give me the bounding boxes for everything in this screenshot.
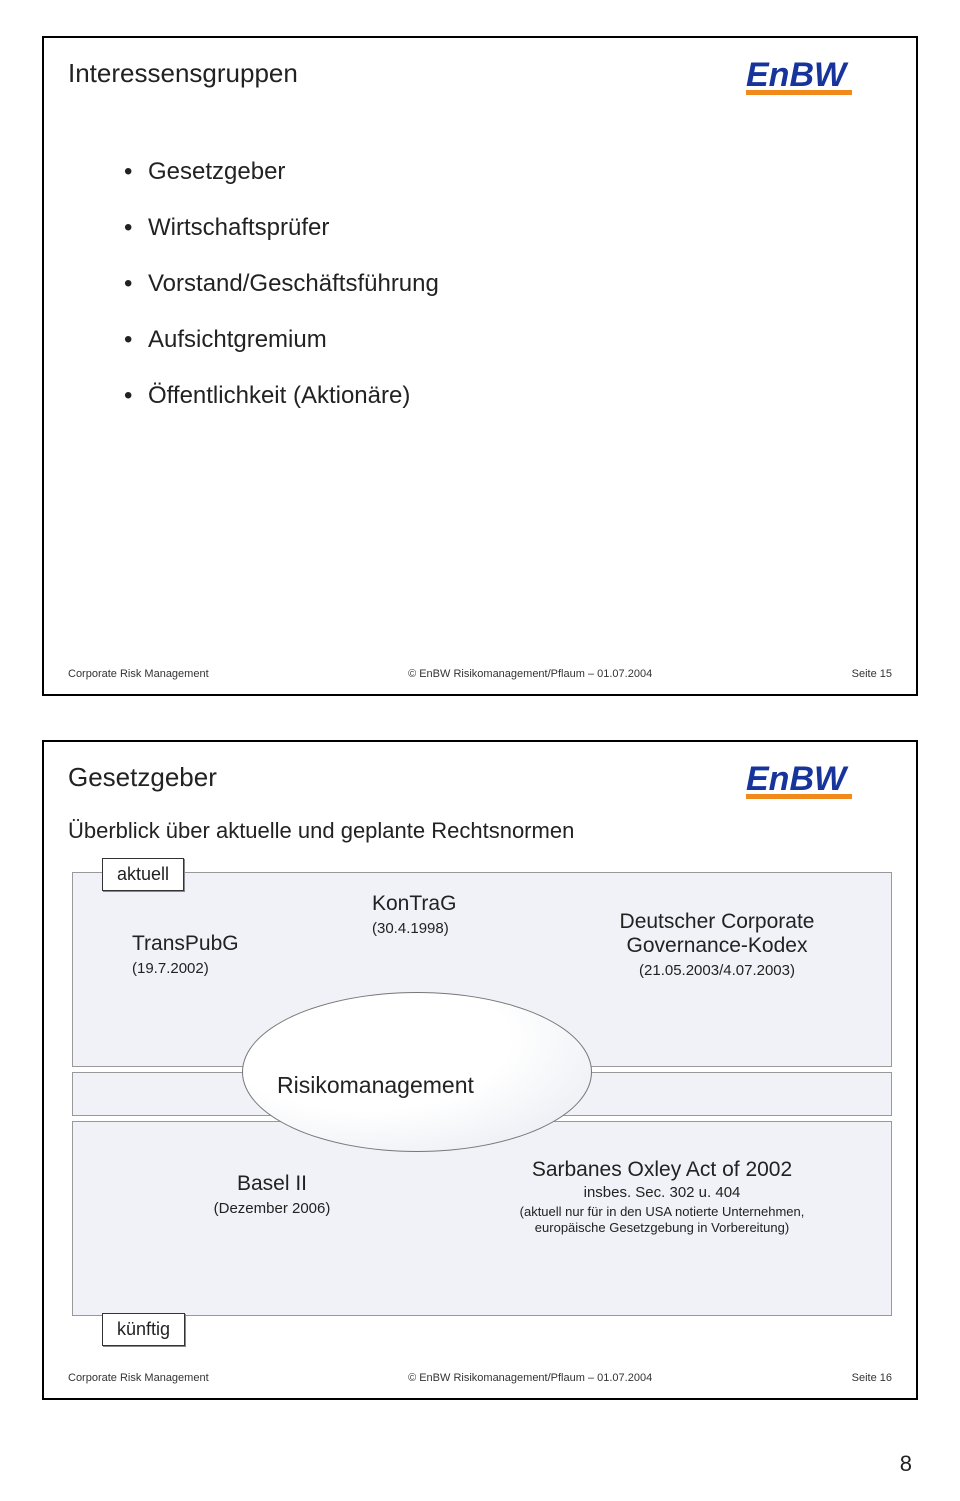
item-date: (19.7.2002) [132,960,312,977]
bullet-item: Aufsichtgremium [124,326,439,354]
slide-footer: Corporate Risk Management © EnBW Risikom… [68,1372,892,1384]
slide-title: Interessensgruppen [68,58,298,89]
bullet-list: Gesetzgeber Wirtschaftsprüfer Vorstand/G… [124,158,439,438]
item-kontrag: KonTraG (30.4.1998) [372,892,532,937]
item-date: (Dezember 2006) [162,1200,382,1217]
item-detail: insbes. Sec. 302 u. 404 [502,1184,822,1201]
page-number: 8 [900,1451,912,1477]
item-name: TransPubG [132,932,312,956]
oval-label: Risikomanagement [277,1072,474,1099]
item-name: Basel II [162,1172,382,1196]
footer-left: Corporate Risk Management [68,1372,209,1384]
slide-1: Interessensgruppen EnBW Gesetzgeber Wirt… [42,36,918,696]
item-name: KonTraG [372,892,532,916]
footer-center: © EnBW Risikomanagement/Pflaum – 01.07.2… [408,668,652,680]
enbw-logo: EnBW [746,56,886,96]
item-name: Sarbanes Oxley Act of 2002 [502,1158,822,1182]
item-sox: Sarbanes Oxley Act of 2002 insbes. Sec. … [502,1158,822,1237]
slide-title: Gesetzgeber [68,762,217,793]
bullet-item: Öffentlichkeit (Aktionäre) [124,382,439,410]
slide-2: Gesetzgeber EnBW Überblick über aktuelle… [42,740,918,1400]
enbw-logo: EnBW [746,760,886,800]
svg-text:EnBW: EnBW [746,760,849,798]
bullet-item: Vorstand/Geschäftsführung [124,270,439,298]
item-note: (aktuell nur für in den USA notierte Unt… [502,1204,822,1237]
svg-text:EnBW: EnBW [746,56,849,94]
footer-left: Corporate Risk Management [68,668,209,680]
footer-right: Seite 15 [852,668,892,680]
bullet-item: Wirtschaftsprüfer [124,214,439,242]
item-dcgk: Deutscher Corporate Governance-Kodex (21… [582,910,852,979]
bullet-item: Gesetzgeber [124,158,439,186]
footer-right: Seite 16 [852,1372,892,1384]
item-name: Deutscher Corporate Governance-Kodex [582,910,852,958]
item-basel: Basel II (Dezember 2006) [162,1172,382,1217]
slide-subtitle: Überblick über aktuelle und geplante Rec… [68,818,574,844]
tag-kuenftig: künftig [102,1313,185,1346]
diagram: aktuell künftig TransPubG (19.7.2002) Ko… [72,872,892,1332]
item-transpubg: TransPubG (19.7.2002) [132,932,312,977]
tag-aktuell: aktuell [102,858,184,891]
item-date: (21.05.2003/4.07.2003) [582,962,852,979]
footer-center: © EnBW Risikomanagement/Pflaum – 01.07.2… [408,1372,652,1384]
slide-footer: Corporate Risk Management © EnBW Risikom… [68,668,892,680]
item-date: (30.4.1998) [372,920,532,937]
